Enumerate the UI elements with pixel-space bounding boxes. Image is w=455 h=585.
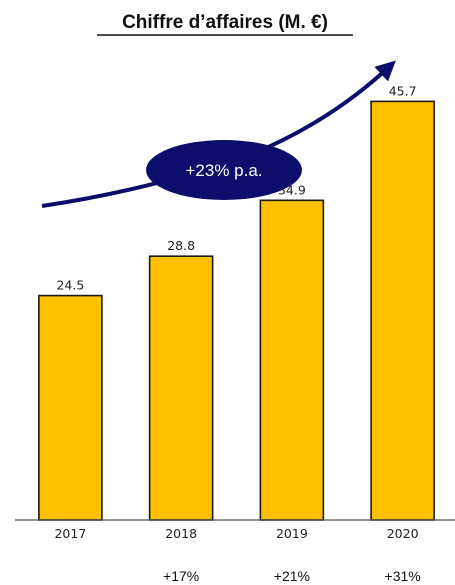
- growth-label-2019: +21%: [274, 568, 310, 584]
- bar-2017: [38, 294, 103, 521]
- value-label-2020: 45.7: [389, 83, 417, 98]
- value-label-2018: 28.8: [167, 238, 195, 253]
- bar-2018: [148, 255, 214, 521]
- value-label-2017: 24.5: [56, 278, 84, 293]
- cagr-badge: [146, 140, 302, 200]
- growth-labels-group: +17% +21% +31%: [163, 568, 421, 584]
- growth-label-2020: +31%: [385, 568, 421, 584]
- bar-2019: [259, 199, 325, 521]
- growth-label-2018: +17%: [163, 568, 199, 584]
- chart-title: Chiffre d’affaires (M. €): [122, 12, 328, 33]
- x-tick-label-2017: 2017: [54, 526, 86, 541]
- cagr-badge-label: +23% p.a.: [185, 161, 262, 180]
- x-tick-label-2018: 2018: [165, 526, 197, 541]
- bar-2020: [370, 100, 435, 521]
- x-tick-labels-group: 2017 2018 2019 2020: [54, 526, 418, 541]
- x-tick-label-2019: 2019: [276, 526, 308, 541]
- value-labels-group: 24.528.834.945.7: [56, 83, 416, 292]
- x-tick-label-2020: 2020: [387, 526, 419, 541]
